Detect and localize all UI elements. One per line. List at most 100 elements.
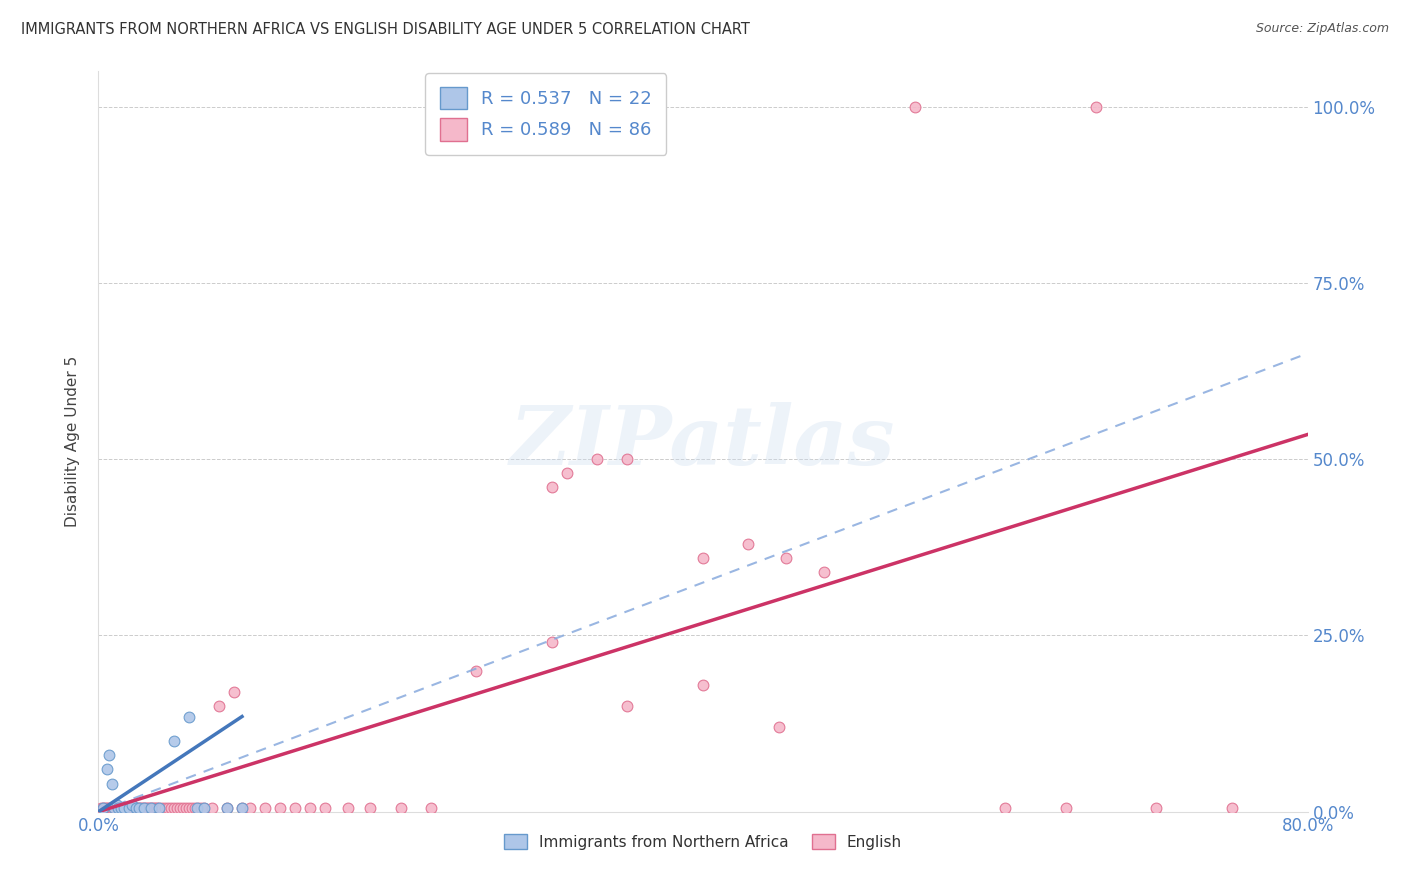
Point [616, 698, 638, 713]
Point [98, 801, 121, 815]
Point [692, 678, 714, 692]
Point [103, 801, 125, 815]
Point [148, 801, 170, 815]
Point [91, 801, 114, 815]
Point [128, 801, 150, 815]
Point [186, 801, 208, 815]
Point [132, 801, 155, 815]
Point [146, 801, 169, 815]
Point [336, 801, 359, 815]
Point [98, 748, 121, 763]
Y-axis label: Disability Age Under 5: Disability Age Under 5 [65, 356, 80, 527]
Point [141, 801, 163, 815]
Point [231, 801, 253, 815]
Point [224, 685, 246, 699]
Point [193, 801, 215, 815]
Point [127, 801, 149, 815]
Point [136, 801, 159, 815]
Point [120, 801, 142, 815]
Point [110, 801, 132, 815]
Point [94, 801, 117, 815]
Point [96, 801, 118, 815]
Point [166, 801, 188, 815]
Point [314, 801, 336, 815]
Point [143, 801, 166, 815]
Point [111, 801, 134, 815]
Legend: Immigrants from Northern Africa, English: Immigrants from Northern Africa, English [498, 828, 908, 856]
Point [465, 664, 488, 678]
Point [153, 801, 176, 815]
Point [129, 801, 152, 815]
Point [121, 797, 143, 812]
Point [163, 801, 186, 815]
Point [112, 801, 135, 815]
Point [904, 100, 927, 114]
Point [215, 801, 238, 815]
Point [253, 801, 276, 815]
Point [1054, 801, 1077, 815]
Point [115, 801, 138, 815]
Point [128, 801, 150, 815]
Point [110, 801, 132, 815]
Point [121, 801, 143, 815]
Point [994, 801, 1017, 815]
Point [91, 801, 114, 815]
Point [737, 537, 759, 551]
Point [105, 801, 128, 815]
Point [135, 801, 157, 815]
Point [112, 801, 135, 815]
Point [96, 763, 118, 777]
Point [616, 452, 638, 467]
Point [201, 801, 224, 815]
Point [172, 801, 194, 815]
Point [586, 452, 609, 467]
Point [389, 801, 412, 815]
Point [156, 801, 179, 815]
Point [134, 801, 156, 815]
Point [208, 698, 231, 713]
Point [360, 801, 382, 815]
Point [768, 720, 790, 734]
Point [540, 480, 562, 494]
Point [142, 801, 165, 815]
Point [132, 801, 155, 815]
Point [813, 565, 835, 579]
Point [184, 801, 207, 815]
Point [174, 801, 197, 815]
Point [114, 801, 136, 815]
Point [179, 801, 201, 815]
Text: ZIPatlas: ZIPatlas [510, 401, 896, 482]
Point [148, 801, 170, 815]
Point [118, 801, 141, 815]
Point [160, 801, 183, 815]
Point [122, 801, 145, 815]
Point [1220, 801, 1243, 815]
Point [181, 801, 204, 815]
Point [90, 801, 112, 815]
Point [103, 801, 125, 815]
Point [93, 801, 115, 815]
Point [239, 801, 262, 815]
Point [104, 801, 127, 815]
Text: IMMIGRANTS FROM NORTHERN AFRICA VS ENGLISH DISABILITY AGE UNDER 5 CORRELATION CH: IMMIGRANTS FROM NORTHERN AFRICA VS ENGLI… [21, 22, 749, 37]
Point [100, 801, 122, 815]
Point [187, 801, 209, 815]
Point [169, 801, 191, 815]
Point [190, 801, 212, 815]
Point [420, 801, 443, 815]
Point [139, 801, 162, 815]
Point [299, 801, 322, 815]
Point [141, 801, 163, 815]
Point [124, 801, 146, 815]
Point [284, 801, 307, 815]
Point [118, 801, 141, 815]
Point [145, 801, 167, 815]
Point [1144, 801, 1167, 815]
Text: Source: ZipAtlas.com: Source: ZipAtlas.com [1256, 22, 1389, 36]
Point [107, 801, 129, 815]
Point [101, 801, 124, 815]
Point [1085, 100, 1108, 114]
Point [150, 801, 173, 815]
Point [540, 635, 562, 649]
Point [692, 550, 714, 565]
